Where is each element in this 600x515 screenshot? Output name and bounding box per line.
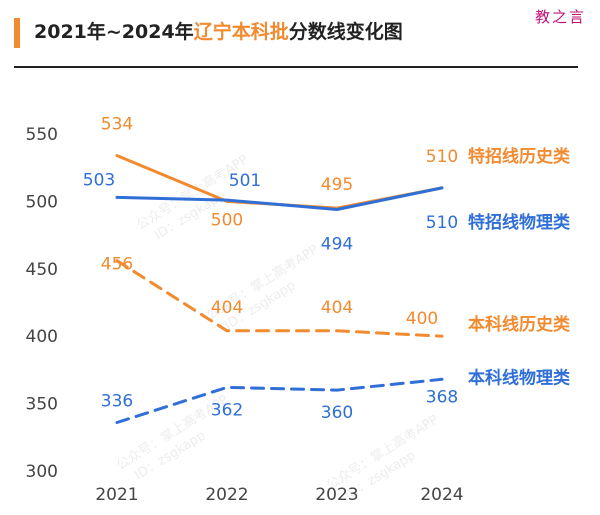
corner-label: 教之言	[534, 8, 586, 26]
data-label: 400	[406, 309, 438, 329]
series-name-label: 本科线物理类	[468, 367, 571, 388]
data-label: 501	[229, 171, 261, 191]
title-accent-bar	[14, 18, 20, 48]
x-tick-label: 2021	[95, 485, 138, 505]
title-suffix: 分数线变化图	[288, 21, 403, 43]
chart-title: 2021年~2024年辽宁本科批分数线变化图	[34, 17, 403, 44]
title-prefix: 2021年~2024年	[34, 21, 194, 43]
data-label: 404	[321, 298, 353, 318]
y-tick-label: 400	[26, 327, 58, 347]
series-name-label: 特招线物理类	[468, 212, 571, 233]
data-label: 360	[321, 403, 353, 423]
data-label: 510	[426, 147, 458, 167]
series-line-1	[115, 186, 444, 211]
data-label: 534	[101, 115, 133, 135]
series-name-label: 本科线历史类	[468, 314, 571, 335]
data-label: 500	[211, 210, 243, 230]
series-line-3	[115, 377, 444, 424]
y-tick-label: 300	[26, 462, 58, 482]
data-label: 336	[101, 391, 133, 411]
x-tick-label: 2024	[420, 485, 463, 505]
series-line-2	[115, 259, 444, 338]
x-tick-label: 2023	[315, 485, 358, 505]
y-tick-label: 350	[26, 395, 58, 415]
series-name-label: 特招线历史类	[468, 146, 571, 167]
x-tick-label: 2022	[205, 485, 248, 505]
y-tick-label: 500	[26, 192, 58, 212]
data-label: 503	[83, 170, 115, 190]
title-highlight: 辽宁本科批	[193, 21, 289, 43]
data-label: 510	[426, 213, 458, 233]
data-label: 404	[211, 298, 243, 318]
title-divider	[14, 66, 578, 68]
data-label: 362	[211, 400, 243, 420]
y-tick-label: 450	[26, 260, 58, 280]
data-label: 494	[321, 234, 353, 254]
data-label: 495	[321, 175, 353, 195]
data-label: 456	[101, 255, 133, 275]
y-tick-label: 550	[26, 125, 58, 145]
data-label: 368	[426, 387, 458, 407]
